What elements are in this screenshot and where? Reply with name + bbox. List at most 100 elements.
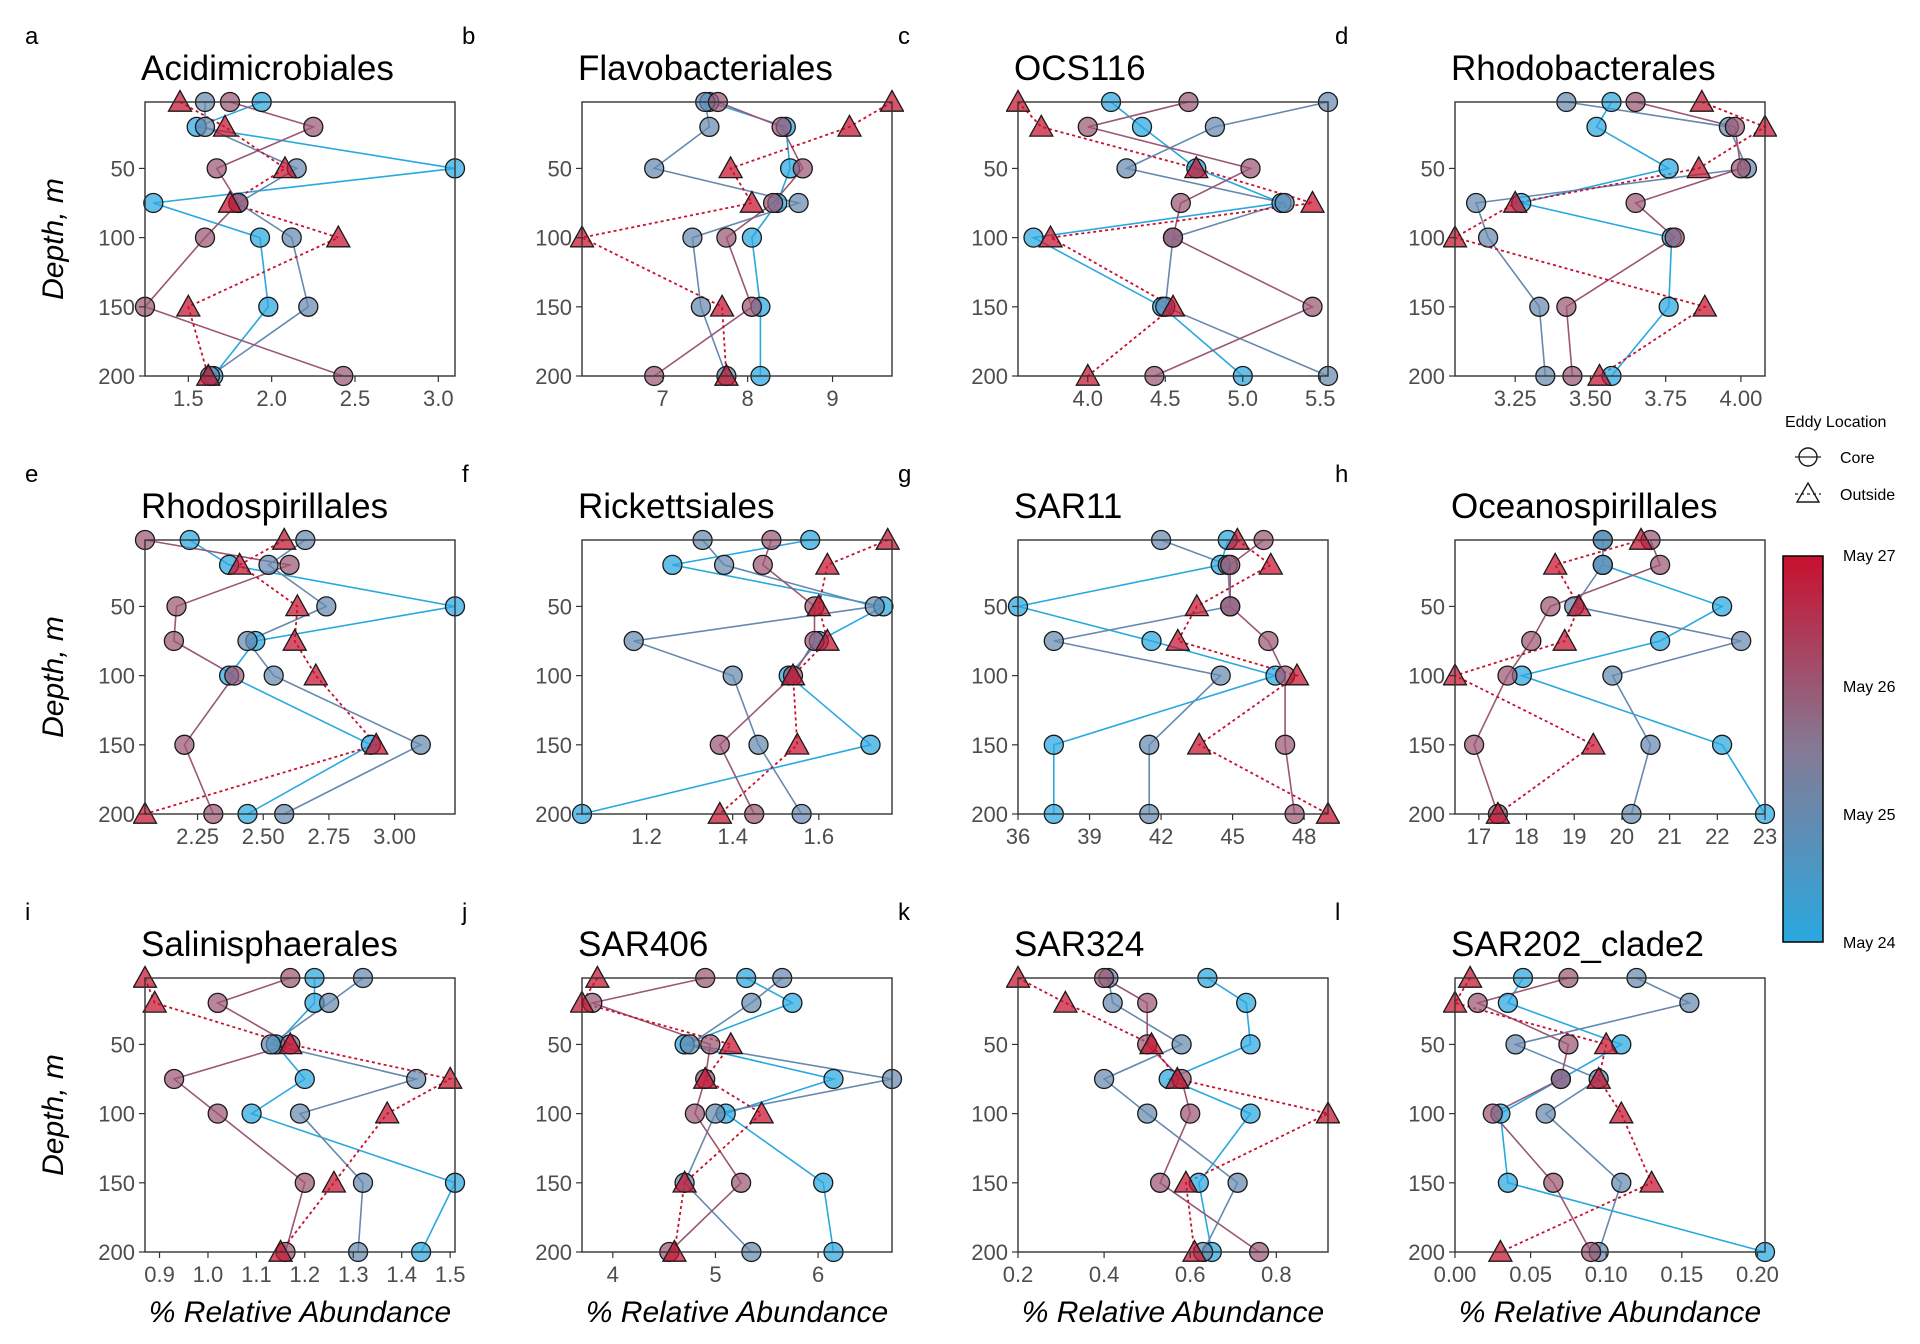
y-tick-label: 200 [98,364,135,389]
core-point [722,665,743,686]
core-point [1482,1103,1503,1124]
y-tick-label: 200 [535,364,572,389]
panel-title: SAR406 [578,925,708,964]
series-line-core-24 [1017,539,1279,814]
x-axis-label: % Relative Abundance [1459,1296,1761,1329]
x-axis-label: % Relative Abundance [149,1296,451,1329]
series-line-outside-27 [579,101,893,377]
panel-tag: i [25,899,30,926]
core-point [163,1068,185,1090]
panel-e: e Rhodospirillales 50 100 150 200 2.25 2.50 2.75… [25,461,466,849]
panel-frame [1454,101,1766,377]
core-point [771,116,792,138]
x-tick-label: 19 [1562,824,1586,849]
core-point [1477,227,1499,248]
x-tick-label: 3.25 [1494,386,1537,411]
x-tick-label: 2.5 [340,386,371,411]
panel-i: i Salinisphaerales 50 100 150 200 0.9 1.0 1.1 1.2… [25,899,465,1329]
series-lines [580,977,893,1253]
core-point [1043,734,1064,755]
core-point [1170,192,1191,214]
core-point [1116,158,1137,179]
y-tick-label: 150 [535,733,572,758]
core-point [1529,296,1550,317]
core-point [662,554,683,576]
colorbar [1782,555,1824,943]
core-point [682,227,703,248]
core-point [1171,1034,1192,1055]
y-tick-label: 100 [535,226,572,251]
legend-core-key: Core [1795,447,1875,467]
outside-point [836,114,863,137]
panel-frame [1017,101,1329,377]
panel-tag: d [1335,23,1348,50]
core-point [782,992,803,1014]
y-tick-label: 100 [535,1102,572,1127]
core-point [143,192,164,214]
outside-point [814,628,841,651]
y-tick-label: 50 [984,156,1008,181]
core-point [1730,158,1752,179]
panel-title: Acidimicrobiales [141,49,394,88]
x-tick-label: 2.50 [242,824,285,849]
outside-point [1037,224,1064,248]
core-point [1137,1103,1158,1124]
core-point [1679,992,1700,1014]
outside-point [195,363,221,386]
legend: Eddy Location Core Outside May 27 May 26… [1782,414,1896,952]
core-point [1210,665,1231,686]
y-tick-label: 200 [98,1240,135,1265]
x-tick-label: 0.20 [1736,1262,1779,1287]
panel-title: OCS116 [1014,49,1146,88]
core-point [263,665,284,686]
outside-point [1173,1169,1199,1193]
core-point [716,227,737,248]
series-line-core-25 [1572,540,1742,815]
outside-point [1586,1066,1612,1089]
outside-point [167,89,193,112]
outside-point [671,1169,698,1193]
panel-grid: a Acidimicrobiales 50 100 150 200 1.5 2.0 2.5 3.0… [25,23,1779,1329]
y-tick-label: 150 [98,1171,135,1196]
outside-point [267,1239,294,1262]
outside-point [1186,731,1212,755]
y-tick-label: 200 [98,802,135,827]
core-point [1220,596,1241,617]
y-tick-label: 100 [1408,664,1445,689]
outside-point [1692,293,1718,317]
series-line-core-24 [249,978,457,1253]
panel-h: h Oceanospirillales 50 100 150 200 17 18 19 20 21 2… [1335,461,1777,849]
outside-point [1028,114,1054,137]
outside-point [1052,990,1079,1013]
core-point [258,296,279,317]
panel-title: Rhodospirillales [141,487,388,526]
panel-frame [581,101,893,377]
core-point [1625,192,1646,214]
core-point [1093,1068,1115,1090]
panel-d: d Rhodobacterales 50 100 150 200 3.25 3.50 3.75 4… [1335,23,1777,411]
core-point [279,554,300,576]
outside-point [437,1066,463,1089]
x-tick-label: 6 [812,1262,824,1287]
x-tick-label: 3.00 [373,824,416,849]
x-tick-label: 1.5 [435,1262,466,1287]
core-point [1658,296,1679,317]
y-tick-label: 100 [971,226,1008,251]
series-line-outside-27 [1176,539,1329,815]
series-lines [1017,977,1331,1253]
outside-point [1689,89,1715,112]
core-point [316,596,337,617]
core-point [730,1172,752,1193]
core-point [1141,630,1162,652]
core-point [860,734,881,755]
core-point [1535,1103,1556,1124]
core-point [281,227,302,248]
y-tick-label: 100 [971,1102,1008,1127]
core-point [1131,116,1153,138]
core-point [1592,554,1613,576]
x-tick-label: 0.9 [144,1262,175,1287]
outside-point [1542,552,1568,575]
x-tick-label: 3.75 [1644,386,1687,411]
y-tick-label: 50 [984,594,1008,619]
